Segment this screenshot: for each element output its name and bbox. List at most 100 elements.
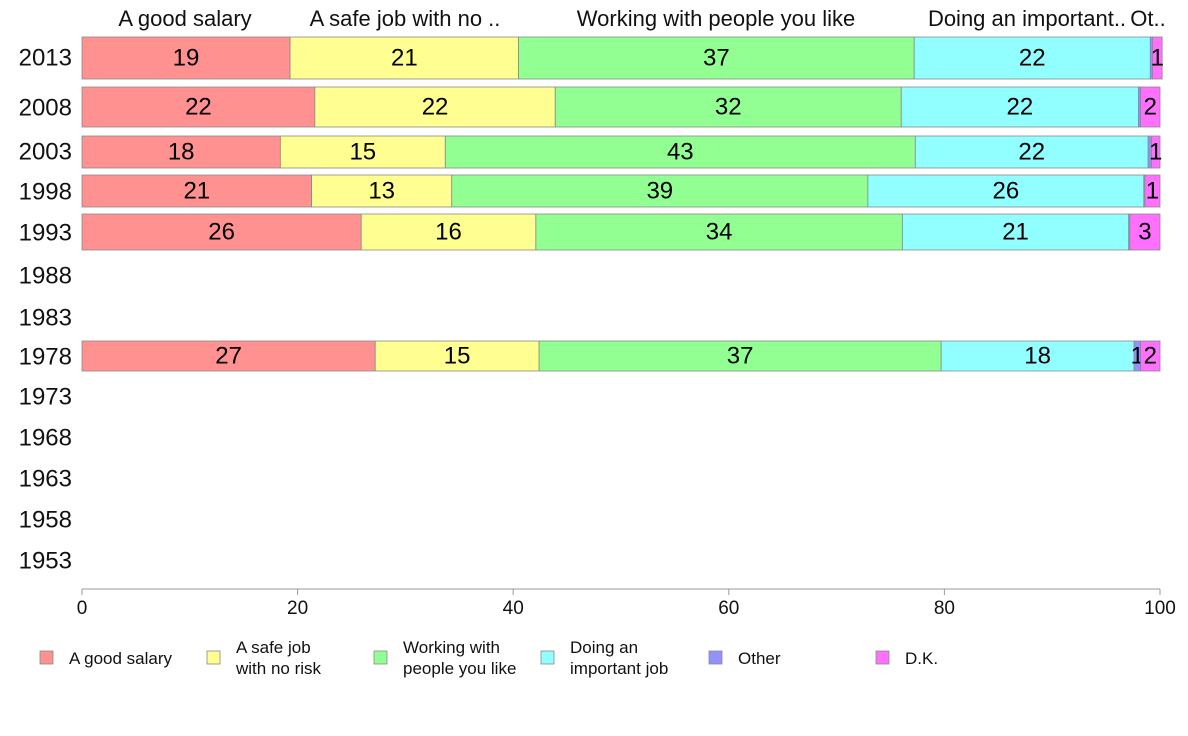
bar-segment (538, 340, 942, 372)
legend-label: people you like (403, 659, 516, 678)
bar-segment (914, 135, 1149, 169)
legend-item: Other (708, 649, 781, 668)
data-label: 22 (185, 94, 212, 121)
bar-segment (81, 135, 281, 169)
bar-segment (289, 36, 519, 80)
data-label: 15 (349, 139, 376, 166)
data-label: 1 (1149, 139, 1162, 166)
data-label: 22 (422, 94, 449, 121)
legend-item: A safe job with no risk (206, 638, 322, 678)
column-header: Ot.. (1130, 6, 1165, 31)
data-label: 2 (1144, 343, 1157, 370)
data-label: 39 (646, 178, 673, 205)
bar-segment (554, 86, 902, 128)
data-label: 22 (1018, 139, 1045, 166)
year-label: 1963 (19, 466, 72, 493)
data-label: 18 (1024, 343, 1051, 370)
data-label: 16 (435, 219, 462, 246)
legend-swatch (875, 650, 890, 665)
data-label: 22 (1019, 45, 1046, 72)
year-label: 1983 (19, 305, 72, 332)
data-label: 1 (1151, 45, 1164, 72)
column-header: Doing an important.. (928, 6, 1126, 31)
bar-segment (901, 213, 1130, 251)
bar-segment (81, 86, 316, 128)
bar-segment (81, 36, 291, 80)
data-label: 37 (727, 343, 754, 370)
data-label: 18 (168, 139, 195, 166)
bar-segment (81, 174, 313, 208)
data-label: 37 (703, 45, 730, 72)
bar-segment (1129, 213, 1161, 251)
year-label: 2013 (19, 45, 72, 72)
bar-segment (900, 86, 1139, 128)
legend-item: Working with people you like (373, 638, 516, 678)
bar-segment (81, 213, 362, 251)
x-tick-label: 60 (718, 598, 739, 619)
year-labels: 2013 2008 2003 1998 1993 1988 1983 1978 1973 1968… (19, 45, 72, 575)
legend-swatch (206, 650, 221, 665)
x-tick-label: 40 (503, 598, 524, 619)
year-label: 1968 (19, 425, 72, 452)
bar-segment (374, 340, 540, 372)
data-label: 26 (208, 219, 235, 246)
bar-segment (1140, 340, 1161, 372)
data-label: 32 (715, 94, 742, 121)
year-label: 2008 (19, 95, 72, 122)
data-label: 26 (992, 178, 1019, 205)
bar-segment (451, 174, 869, 208)
data-label: 22 (1007, 94, 1034, 121)
year-label: 1988 (19, 263, 72, 290)
bars: 19 21 37 22 122 22 32 22 218 15 43 22 121 13 39 26 126 16… (81, 36, 1164, 372)
bar-segment (444, 135, 916, 169)
legend-swatch (373, 650, 388, 665)
data-label: 19 (173, 45, 200, 72)
data-label: 43 (667, 139, 694, 166)
legend: A good salary A safe job with no risk Worki… (39, 638, 938, 678)
bar-segment (314, 86, 556, 128)
column-headers: A good salary A safe job with no .. Workin… (118, 6, 1165, 31)
legend-item: A good salary (39, 649, 173, 668)
data-label: 3 (1138, 219, 1151, 246)
year-label: 1958 (19, 507, 72, 534)
column-header: A good salary (118, 6, 251, 31)
legend-item: D.K. (875, 649, 938, 668)
data-label: 21 (183, 178, 210, 205)
legend-label: Doing an (570, 638, 638, 657)
legend-swatch (708, 650, 723, 665)
data-label: 27 (215, 343, 242, 370)
legend-label: Working with (403, 638, 500, 657)
x-tick-label: 100 (1144, 598, 1176, 619)
year-label: 1998 (19, 179, 72, 206)
data-label: 15 (444, 343, 471, 370)
x-tick-label: 80 (934, 598, 955, 619)
data-label: 21 (391, 45, 418, 72)
x-axis: 0 20 40 60 80 100 (77, 588, 1176, 619)
bar-segment (81, 340, 376, 372)
bar-segment (535, 213, 903, 251)
legend-label: Other (738, 649, 781, 668)
year-label: 2003 (19, 139, 72, 166)
legend-label: important job (570, 659, 668, 678)
data-label: 34 (706, 219, 733, 246)
legend-swatch (39, 650, 54, 665)
legend-swatch (540, 650, 555, 665)
column-header: A safe job with no .. (310, 6, 501, 31)
data-label: 1 (1146, 178, 1159, 205)
legend-label: A good salary (69, 649, 173, 668)
x-tick-label: 20 (287, 598, 308, 619)
legend-label: A safe job (236, 638, 311, 657)
bar-segment (1150, 135, 1161, 169)
data-label: 2 (1144, 94, 1157, 121)
year-label: 1993 (19, 220, 72, 247)
bar-segment (311, 174, 453, 208)
legend-label: with no risk (235, 659, 322, 678)
data-label: 13 (368, 178, 395, 205)
bar-segment (1140, 86, 1161, 128)
bar-segment (940, 340, 1135, 372)
x-tick-label: 0 (77, 598, 88, 619)
year-label: 1973 (19, 384, 72, 411)
column-header: Working with people you like (577, 6, 855, 31)
legend-item: Doing an important job (540, 638, 668, 678)
